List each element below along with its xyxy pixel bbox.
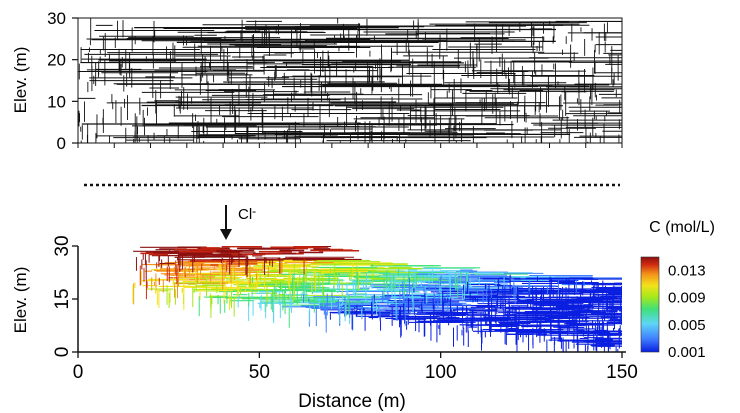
injection-charge: - [252,204,256,218]
colorbar: C (mol/L) 0.013 0.009 0.005 0.001 [640,219,715,361]
bottom-y-tick-label: 30 [52,235,73,256]
bottom-x-tick-label: 0 [73,362,84,383]
colorbar-gradient [640,256,660,353]
bottom-x-tick-label: 100 [425,362,457,383]
fracture-network [78,18,622,143]
top-x-ticks [77,143,623,148]
concentration-plume [132,246,622,352]
colorbar-tick-label: 0.013 [668,263,706,280]
top-y-tick-label: 30 [47,9,66,28]
bottom-y-tick-label: 15 [52,288,73,309]
colorbar-tick-label: 0.009 [668,290,706,307]
bottom-y-axis-label: Elev. (m) [11,267,30,334]
colorbar-tick-labels: 0.013 0.009 0.005 0.001 [668,263,706,361]
bottom-x-axis-label: Distance (m) [298,391,406,412]
top-y-tick-label: 10 [47,92,66,111]
colorbar-tick-label: 0.005 [668,317,706,334]
concentration-panel: 0 50 100 150 0 15 30 Elev. (m) Distance (m) C… [11,204,638,412]
bottom-x-tick-label: 150 [606,362,638,383]
bottom-y-tick-label: 0 [52,347,73,358]
bottom-y-ticks: 0 15 30 [52,235,78,357]
colorbar-tick-label: 0.001 [668,344,706,361]
bottom-x-tick-label: 50 [249,362,270,383]
injection-label: Cl- [238,204,256,223]
arrow-head-icon [220,229,232,240]
top-y-axis-label: Elev. (m) [11,47,30,114]
injection-marker: Cl- [220,204,256,240]
colorbar-title: C (mol/L) [649,219,715,236]
injection-species: Cl [238,206,252,223]
top-y-tick-label: 0 [57,134,66,153]
top-y-tick-label: 20 [47,51,66,70]
fracture-network-panel: 0 10 20 30 Elev. (m) [11,9,623,153]
bottom-x-ticks: 0 50 100 150 [73,352,638,383]
top-y-ticks: 0 10 20 30 [47,9,78,153]
